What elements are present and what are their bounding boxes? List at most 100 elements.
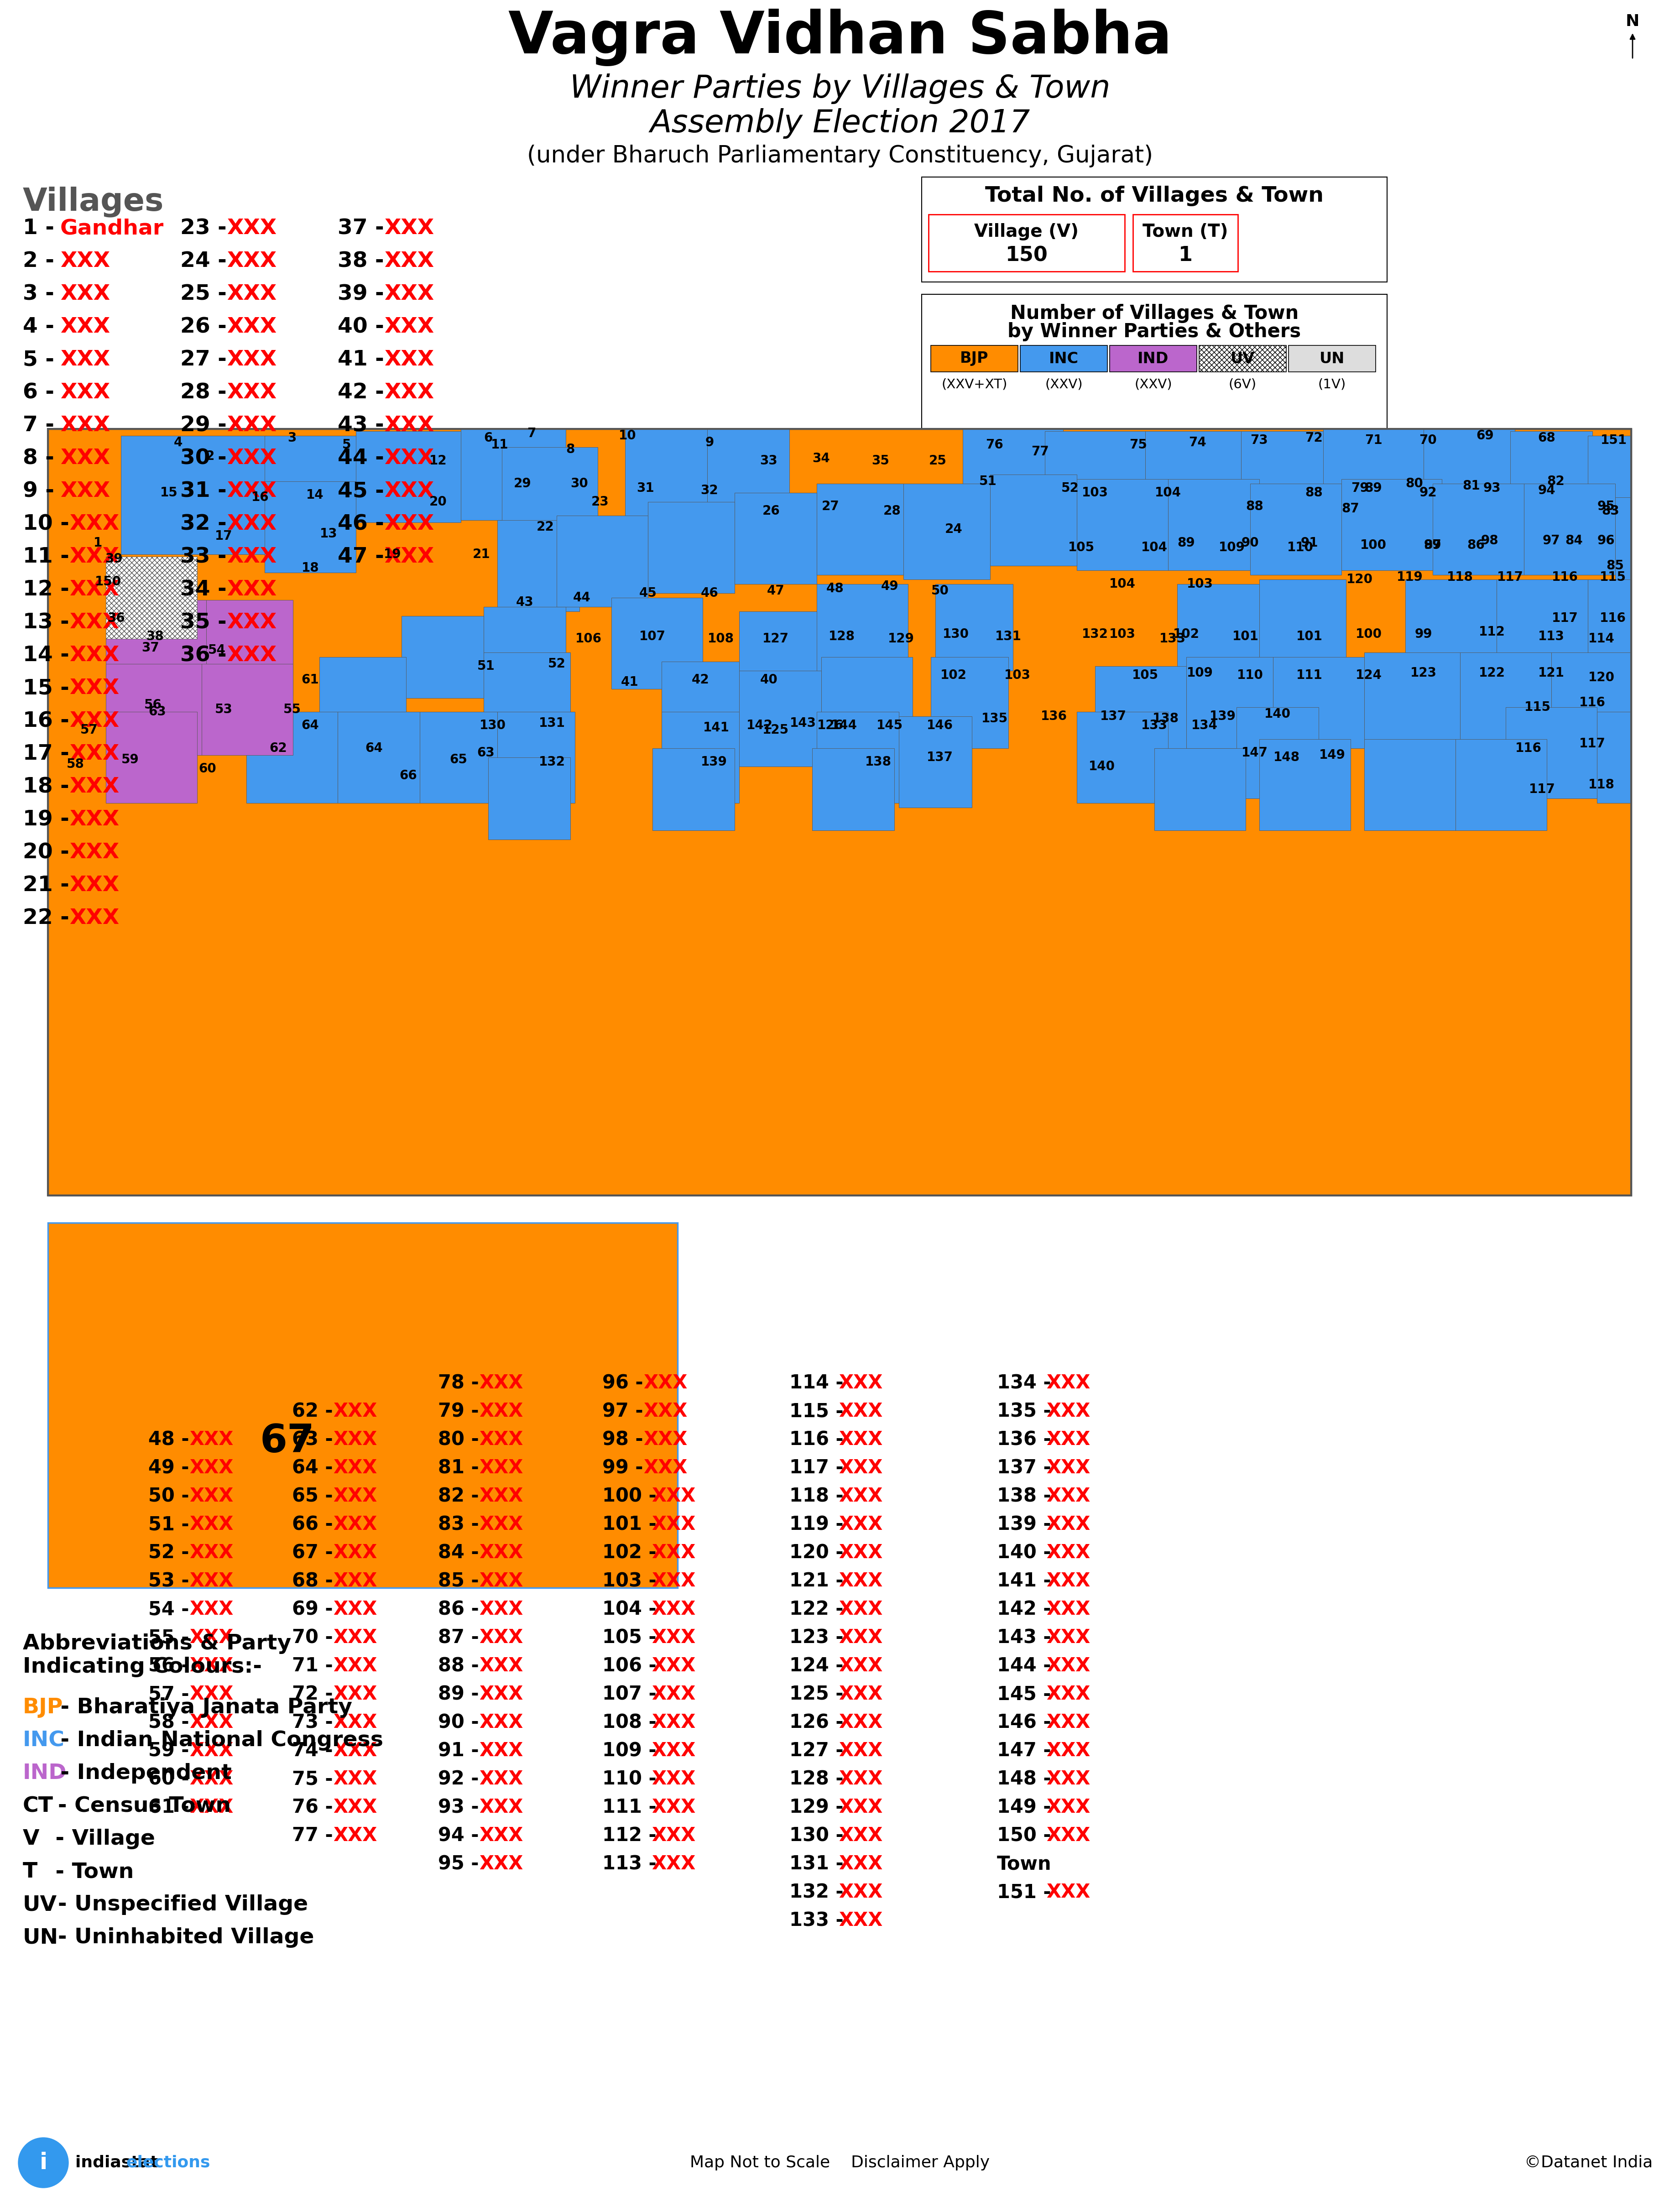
FancyBboxPatch shape <box>929 215 1124 272</box>
FancyBboxPatch shape <box>739 611 822 708</box>
Text: XXX: XXX <box>652 1571 696 1591</box>
Text: XXX: XXX <box>838 1459 882 1477</box>
Text: 13: 13 <box>319 528 338 541</box>
Text: (under Bharuch Parliamentary Constituency, Gujarat): (under Bharuch Parliamentary Constituenc… <box>528 145 1152 167</box>
Text: 112 -: 112 - <box>603 1825 664 1845</box>
Text: 105: 105 <box>1068 541 1095 554</box>
Text: 14: 14 <box>306 489 324 502</box>
Text: 135: 135 <box>981 712 1008 725</box>
FancyBboxPatch shape <box>1364 653 1460 743</box>
FancyBboxPatch shape <box>1132 215 1238 272</box>
Text: 16: 16 <box>252 491 269 504</box>
Text: 117: 117 <box>1579 738 1606 749</box>
Text: 136: 136 <box>1042 710 1067 723</box>
Text: XXX: XXX <box>838 1374 882 1393</box>
FancyBboxPatch shape <box>662 662 739 758</box>
Text: 100: 100 <box>1356 629 1383 640</box>
Text: 136 -: 136 - <box>996 1431 1058 1448</box>
FancyBboxPatch shape <box>1614 497 1631 589</box>
Text: XXX: XXX <box>479 1542 522 1562</box>
FancyBboxPatch shape <box>1236 708 1319 798</box>
Text: 57: 57 <box>81 723 97 736</box>
FancyBboxPatch shape <box>484 607 566 699</box>
Text: 143: 143 <box>790 716 816 730</box>
Text: 92 -: 92 - <box>438 1770 486 1788</box>
Text: 133: 133 <box>1159 633 1186 644</box>
Text: XXX: XXX <box>838 1825 882 1845</box>
Text: 19 -: 19 - <box>24 808 77 830</box>
FancyBboxPatch shape <box>1154 749 1245 830</box>
Text: 135 -: 135 - <box>996 1402 1058 1420</box>
Text: XXX: XXX <box>652 1599 696 1619</box>
Text: 126 -: 126 - <box>790 1713 850 1733</box>
Text: 64: 64 <box>365 743 383 754</box>
Text: XXX: XXX <box>333 1431 376 1448</box>
Text: XXX: XXX <box>190 1656 234 1676</box>
Text: 3 -: 3 - <box>24 285 62 305</box>
Text: XXX: XXX <box>333 1402 376 1420</box>
Text: 1: 1 <box>94 537 102 550</box>
Text: 83: 83 <box>1601 504 1620 517</box>
Text: 110: 110 <box>1287 541 1314 554</box>
Text: XXX: XXX <box>652 1685 696 1705</box>
FancyBboxPatch shape <box>904 484 990 578</box>
FancyBboxPatch shape <box>990 475 1077 565</box>
Text: 134: 134 <box>1191 719 1218 732</box>
Text: 91 -: 91 - <box>438 1742 486 1759</box>
Text: 70: 70 <box>1420 434 1436 447</box>
Text: 42: 42 <box>692 673 709 686</box>
Text: 50: 50 <box>931 585 949 598</box>
Text: 137: 137 <box>1100 710 1127 723</box>
Text: 133 -: 133 - <box>790 1911 850 1930</box>
Text: XXX: XXX <box>643 1459 687 1477</box>
Text: XXX: XXX <box>60 447 109 469</box>
Text: 97: 97 <box>1542 535 1561 548</box>
Text: XXX: XXX <box>652 1854 696 1873</box>
Text: XXX: XXX <box>333 1571 376 1591</box>
Text: XXX: XXX <box>479 1825 522 1845</box>
Text: 64: 64 <box>301 719 319 732</box>
Text: 48 -: 48 - <box>148 1431 197 1448</box>
Text: 27: 27 <box>822 500 840 513</box>
FancyBboxPatch shape <box>106 664 202 756</box>
Text: 17 -: 17 - <box>24 743 77 765</box>
Text: 108 -: 108 - <box>603 1713 664 1733</box>
Text: 103: 103 <box>1186 578 1213 589</box>
Circle shape <box>18 2138 69 2189</box>
Text: 121: 121 <box>1539 666 1564 679</box>
Text: XXX: XXX <box>479 1374 522 1393</box>
FancyBboxPatch shape <box>963 429 1063 535</box>
Text: XXX: XXX <box>60 480 109 502</box>
FancyBboxPatch shape <box>931 657 1008 749</box>
Text: XXX: XXX <box>652 1713 696 1733</box>
Text: 46: 46 <box>701 587 719 600</box>
Text: UN: UN <box>1319 351 1344 366</box>
Text: Winner Parties by Villages & Town: Winner Parties by Villages & Town <box>570 74 1110 105</box>
Text: 92: 92 <box>1420 486 1436 500</box>
Text: 94 -: 94 - <box>438 1825 486 1845</box>
Text: IND: IND <box>1137 351 1169 366</box>
Text: XXX: XXX <box>652 1770 696 1788</box>
Text: 146 -: 146 - <box>996 1713 1058 1733</box>
Text: 101: 101 <box>1297 631 1322 642</box>
Text: (XXV): (XXV) <box>1045 379 1082 390</box>
Text: XXX: XXX <box>652 1628 696 1648</box>
Text: Total No. of Villages & Town: Total No. of Villages & Town <box>984 186 1324 206</box>
Text: 103: 103 <box>1005 668 1032 681</box>
Text: 80: 80 <box>1406 478 1423 491</box>
Text: 10 -: 10 - <box>24 513 77 535</box>
Text: XXX: XXX <box>385 546 433 567</box>
Text: 24 -: 24 - <box>180 252 234 272</box>
Text: 141 -: 141 - <box>996 1571 1058 1591</box>
Text: 71: 71 <box>1364 434 1383 447</box>
FancyBboxPatch shape <box>265 436 383 517</box>
FancyBboxPatch shape <box>1186 657 1273 749</box>
Text: 114 -: 114 - <box>790 1374 850 1393</box>
Text: by Winner Parties & Others: by Winner Parties & Others <box>1008 322 1300 342</box>
Text: 44 -: 44 - <box>338 447 391 469</box>
Text: 151: 151 <box>1601 434 1626 447</box>
Text: 18 -: 18 - <box>24 776 77 798</box>
Text: 123: 123 <box>1410 666 1436 679</box>
Text: 104: 104 <box>1154 486 1181 500</box>
Text: XXX: XXX <box>479 1797 522 1816</box>
